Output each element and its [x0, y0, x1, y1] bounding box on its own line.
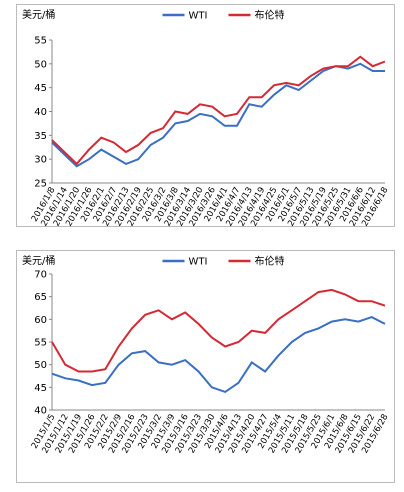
series-line — [51, 62, 385, 168]
y-tick-label: 55 — [34, 36, 47, 47]
y-tick-label: 45 — [34, 383, 47, 394]
y-tick-label: 30 — [34, 155, 47, 166]
y-axis-label: 美元/桶 — [22, 8, 55, 21]
legend-label: WTI — [189, 257, 208, 268]
y-tick-label: 25 — [34, 179, 47, 190]
chart-frame — [16, 250, 395, 483]
y-tick-label: 35 — [34, 131, 47, 142]
y-tick-label: 40 — [34, 406, 47, 417]
y-axis-label: 美元/桶 — [22, 254, 55, 267]
y-tick-label: 70 — [34, 270, 47, 281]
y-tick-label: 60 — [34, 315, 47, 326]
y-tick-label: 45 — [34, 83, 47, 94]
y-tick-label: 50 — [34, 360, 47, 371]
legend-label: WTI — [189, 11, 208, 22]
y-tick-label: 50 — [34, 59, 47, 70]
series-line — [51, 288, 386, 373]
chart-frame — [16, 4, 395, 227]
y-tick-label: 40 — [34, 107, 47, 118]
series-line — [51, 316, 386, 394]
y-tick-label: 65 — [34, 292, 47, 303]
legend-label: 布伦特 — [255, 255, 285, 268]
legend-label: 布伦特 — [255, 9, 285, 22]
y-tick-label: 55 — [34, 338, 47, 349]
series-line — [51, 55, 386, 166]
